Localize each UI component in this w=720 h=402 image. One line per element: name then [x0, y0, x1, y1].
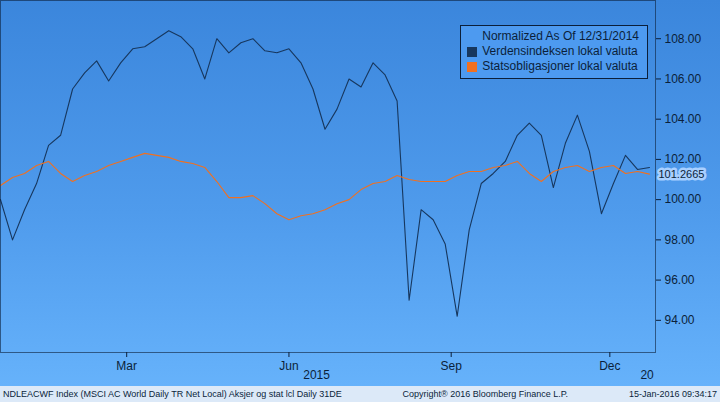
svg-text:Mar: Mar	[116, 359, 137, 373]
svg-text:104.00: 104.00	[665, 112, 702, 126]
svg-text:102.00: 102.00	[665, 152, 702, 166]
svg-text:100.00: 100.00	[665, 192, 702, 206]
svg-text:Dec: Dec	[599, 359, 620, 373]
html-text:Verdensindeksen lokal valuta: Verdensindeksen lokal valuta	[482, 44, 638, 58]
svg-text:96.00: 96.00	[665, 273, 695, 287]
html-text:Copyright® 2016 Bloomberg Fina: Copyright® 2016 Bloomberg Finance L.P.	[402, 389, 569, 399]
svg-text:94.00: 94.00	[665, 313, 695, 327]
svg-text:108.00: 108.00	[665, 32, 702, 46]
svg-text:20: 20	[640, 368, 654, 382]
svg-text:98.00: 98.00	[665, 233, 695, 247]
html-text:NDLEACWF Index (MSCI AC World: NDLEACWF Index (MSCI AC World Daily TR N…	[3, 389, 342, 399]
svg-text:106.00: 106.00	[665, 72, 702, 86]
svg-text:101.2665: 101.2665	[659, 168, 705, 180]
html-text:15-Jan-2016 09:34:17: 15-Jan-2016 09:34:17	[628, 389, 717, 399]
html-text:Statsobligasjoner lokal valuta: Statsobligasjoner lokal valuta	[482, 59, 638, 73]
svg-text:Jun: Jun	[279, 359, 298, 373]
html-text:Normalized As Of 12/31/2014: Normalized As Of 12/31/2014	[482, 29, 639, 43]
svg-text:2015: 2015	[303, 368, 330, 382]
svg-text:Sep: Sep	[441, 359, 463, 373]
